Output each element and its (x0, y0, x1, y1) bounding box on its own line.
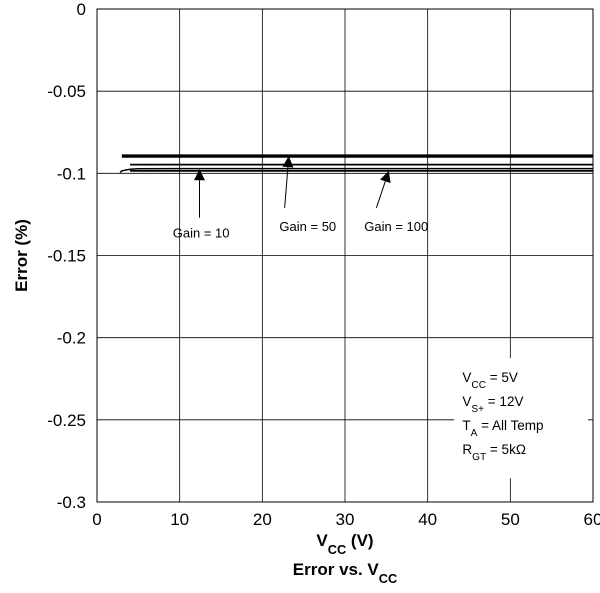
tick-labels: 0 10 20 30 40 50 60 0 -0.05 -0.1 -0.15 -0.2 -0.25 -0.… (47, 0, 600, 529)
x-axis-title: VCC (V) (316, 531, 373, 557)
y-tick-label: -0.25 (47, 411, 86, 430)
y-tick-label: -0.1 (57, 164, 86, 183)
x-tick-label: 30 (336, 510, 355, 529)
series-lines (119, 154, 593, 174)
annotation-arrow-line (375, 181, 386, 209)
y-axis-title: Error (%) (12, 219, 31, 292)
annotation-label: Gain = 100 (364, 219, 428, 234)
series-line (119, 167, 593, 174)
y-tick-label: 0 (77, 0, 86, 19)
conditions-box: VCC = 5V VS+ = 12V TA = All Temp RGT = 5kΩ (454, 358, 589, 479)
annotation-label: Gain = 50 (279, 219, 336, 234)
y-tick-label: -0.2 (57, 329, 86, 348)
condition-line: VCC = 5V (462, 370, 518, 391)
annotation-arrow-line (284, 167, 289, 208)
x-tick-label: 60 (584, 510, 600, 529)
x-tick-label: 0 (92, 510, 101, 529)
annotation-arrowhead (194, 169, 206, 181)
annotation-arrowhead (282, 156, 294, 168)
x-tick-label: 50 (501, 510, 520, 529)
annotations: Gain = 10 Gain = 50 Gain = 100 (173, 156, 428, 240)
conditions-backing (454, 358, 589, 479)
axis-titles: VCC (V) Error vs. VCC Error (%) (12, 219, 397, 585)
x-tick-label: 10 (170, 510, 189, 529)
condition-line: VS+ = 12V (462, 394, 523, 415)
condition-line: TA = All Temp (462, 418, 543, 439)
y-tick-label: -0.15 (47, 247, 86, 266)
annotation-label: Gain = 10 (173, 225, 230, 240)
y-tick-label: -0.3 (57, 493, 86, 512)
y-tick-label: -0.05 (47, 82, 86, 101)
x-tick-label: 40 (418, 510, 437, 529)
x-tick-label: 20 (253, 510, 272, 529)
condition-line: RGT = 5kΩ (462, 442, 526, 463)
plot-border (96, 8, 594, 503)
chart-title: Error vs. VCC (293, 560, 397, 586)
annotation-arrowhead (380, 170, 391, 184)
plot-frame (96, 8, 594, 503)
